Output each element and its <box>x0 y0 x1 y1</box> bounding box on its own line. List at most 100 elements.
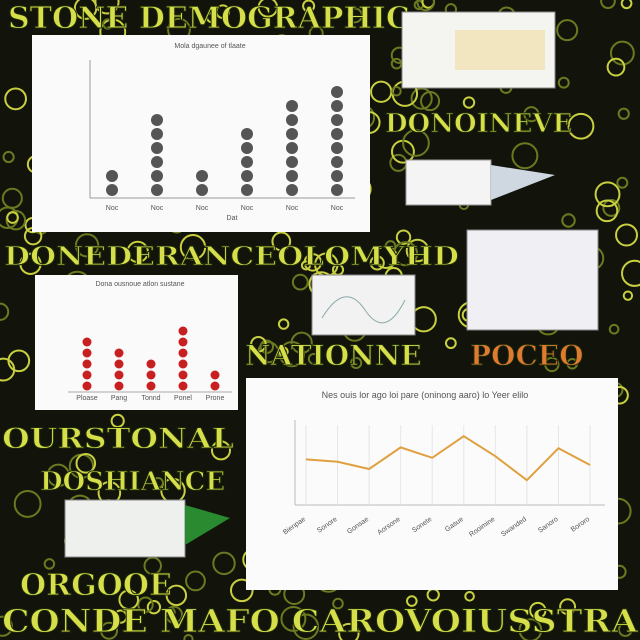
dot <box>178 359 188 369</box>
x-tick-label: Tonnd <box>141 395 160 402</box>
noise-ring <box>302 0 316 13</box>
noise-ring <box>143 556 162 576</box>
dot <box>151 142 163 154</box>
noise-ring <box>0 302 10 321</box>
noise-ring <box>215 4 231 20</box>
dot <box>178 381 188 391</box>
noise-ring <box>402 129 430 157</box>
dot <box>331 86 343 98</box>
noise-ring <box>346 7 363 24</box>
banner: POCEO <box>470 339 583 372</box>
dot <box>82 337 92 347</box>
noise-ring <box>183 633 194 640</box>
banner: STONE DEMOGRAPHIC <box>8 1 410 36</box>
x-tick-label: Noc <box>241 205 254 212</box>
banner: DONEDERANCEOLOMYHD <box>4 242 459 272</box>
noise-ring <box>229 578 254 603</box>
noise-ring <box>1 187 23 209</box>
noise-ring <box>444 337 457 350</box>
noise-ring <box>75 453 97 474</box>
noise-ring <box>426 588 440 602</box>
noise-ring <box>523 106 540 123</box>
noise-ring <box>185 570 206 592</box>
noise-ring <box>567 112 595 140</box>
dot <box>178 337 188 347</box>
noise-ring <box>277 318 290 330</box>
noise-ring <box>462 96 476 109</box>
noise-ring <box>622 290 634 301</box>
noise-ring <box>126 240 149 264</box>
noise-ring <box>146 600 162 615</box>
noise-ring <box>19 252 42 275</box>
banner: ORGOOE <box>20 568 172 603</box>
noise-ring <box>137 596 154 613</box>
dot <box>106 184 118 196</box>
noise-ring <box>518 618 543 640</box>
noise-ring <box>602 199 621 217</box>
chart-title: Dona ousnoue atlon sustane <box>95 281 184 288</box>
noise-ring <box>566 358 579 370</box>
noise-ring <box>303 253 323 272</box>
x-tick-label: Pang <box>111 395 127 402</box>
thumbnail-document <box>466 229 599 331</box>
x-tick-label: Noc <box>151 205 164 212</box>
noise-ring <box>405 238 430 263</box>
noise-ring <box>0 615 13 637</box>
arrow <box>185 505 230 545</box>
dot <box>114 359 124 369</box>
dot <box>178 326 188 336</box>
dot <box>286 114 298 126</box>
x-tick-label: Noc <box>286 205 299 212</box>
noise-ring <box>617 622 633 637</box>
noise-ring <box>300 260 312 271</box>
arrow <box>491 165 555 200</box>
noise-ring <box>212 551 236 576</box>
dot-stack <box>178 326 188 391</box>
dot <box>331 184 343 196</box>
noise-ring <box>110 413 125 428</box>
dot-stack <box>151 114 163 196</box>
dot <box>82 381 92 391</box>
thumbnail-chart <box>455 30 545 70</box>
noise-ring <box>74 233 100 258</box>
banner: CONDE MAFO CAROVOIUSSTRA <box>2 602 639 640</box>
noise-ring <box>13 490 42 518</box>
noise-ring <box>307 352 320 365</box>
noise-ring <box>392 241 419 267</box>
x-tick-label: Noc <box>331 205 344 212</box>
noise-ring <box>206 12 218 24</box>
dot <box>82 359 92 369</box>
noise-ring <box>384 240 397 252</box>
chart-title: Nes ouis lor ago loi pare (oninong aaro)… <box>322 390 529 400</box>
noise-ring <box>292 613 320 640</box>
noise-ring <box>291 273 309 291</box>
noise-ring <box>557 76 570 89</box>
noise-ring <box>621 259 640 287</box>
dot-stack <box>114 348 124 391</box>
noise-ring <box>6 211 19 224</box>
dot <box>331 114 343 126</box>
noise-ring <box>594 181 621 208</box>
noise-ring <box>179 234 207 261</box>
noise-ring <box>608 323 620 335</box>
banner: NATIONNE <box>245 339 422 372</box>
dot <box>82 370 92 380</box>
noise-ring <box>615 223 639 247</box>
dot <box>286 142 298 154</box>
dot <box>151 170 163 182</box>
dot <box>286 170 298 182</box>
noise-ring <box>210 440 232 461</box>
dot <box>146 370 156 380</box>
noise-ring <box>338 622 360 640</box>
dot <box>178 370 188 380</box>
dot <box>196 170 208 182</box>
dot <box>331 142 343 154</box>
dot-stack <box>331 86 343 196</box>
dot <box>114 381 124 391</box>
noise-ring <box>257 0 279 18</box>
noise-ring <box>559 598 577 616</box>
dot-stack <box>196 170 208 196</box>
dot <box>210 381 220 391</box>
noise-ring <box>369 255 385 271</box>
